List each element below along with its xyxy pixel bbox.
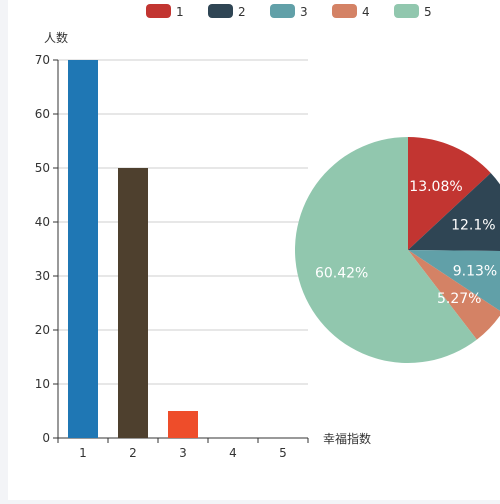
legend-swatch (146, 4, 171, 18)
y-tick-label: 10 (35, 377, 50, 391)
legend-label: 2 (238, 5, 246, 19)
pie-label-2: 12.1% (451, 218, 495, 234)
x-axis-label: 幸福指数 (323, 431, 371, 446)
pie-slice-2[interactable] (408, 173, 500, 252)
bar-chart: 人数 幸福指数 0 10 20 30 40 50 60 70 1 2 3 4 5 (35, 30, 371, 460)
chart-svg: 1 2 3 4 5 人数 幸福指数 0 10 20 30 40 50 60 70 1 2 3 4 5 13.08… (35, 4, 500, 460)
y-tick-label: 30 (35, 269, 50, 283)
legend-swatch (332, 4, 357, 18)
bar-2[interactable] (118, 168, 148, 438)
pie-label-4: 5.27% (437, 291, 481, 307)
x-tick-label: 4 (229, 446, 237, 460)
chart-canvas: 1 2 3 4 5 人数 幸福指数 0 10 20 30 40 50 60 70 1 2 3 4 5 13.08… (8, 0, 500, 500)
legend-item-1[interactable]: 1 (146, 4, 184, 19)
y-tick-label: 70 (35, 53, 50, 67)
bar-3[interactable] (168, 411, 198, 438)
pie-slice-1[interactable] (408, 137, 491, 250)
pie-label-5: 60.42% (315, 266, 368, 282)
legend-item-3[interactable]: 3 (270, 4, 308, 19)
bar-1[interactable] (68, 60, 98, 438)
x-tick-label: 1 (79, 446, 87, 460)
pie-slice-3[interactable] (408, 250, 500, 312)
pie-label-1: 13.08% (409, 179, 462, 195)
x-tick-label: 2 (129, 446, 137, 460)
pie-slice-4[interactable] (408, 250, 500, 340)
legend-label: 1 (176, 5, 184, 19)
legend-item-2[interactable]: 2 (208, 4, 246, 19)
pie-chart: 13.08% 12.1% 9.13% 5.27% 60.42% (294, 137, 500, 363)
legend-label: 5 (424, 5, 432, 19)
legend-item-5[interactable]: 5 (394, 4, 432, 19)
legend-label: 3 (300, 5, 308, 19)
legend-swatch (394, 4, 419, 18)
pie-label-3: 9.13% (453, 264, 497, 280)
y-tick-label: 0 (42, 431, 50, 445)
y-axis-label: 人数 (44, 30, 68, 45)
pie-slice-5[interactable] (294, 137, 477, 363)
legend-item-4[interactable]: 4 (332, 4, 370, 19)
x-tick-label: 3 (179, 446, 187, 460)
x-tick-label: 5 (279, 446, 287, 460)
legend-swatch (208, 4, 233, 18)
legend-label: 4 (362, 5, 370, 19)
y-tick-label: 50 (35, 161, 50, 175)
y-tick-label: 20 (35, 323, 50, 337)
legend-swatch (270, 4, 295, 18)
y-tick-label: 40 (35, 215, 50, 229)
legend[interactable]: 1 2 3 4 5 (146, 4, 432, 19)
y-tick-label: 60 (35, 107, 50, 121)
